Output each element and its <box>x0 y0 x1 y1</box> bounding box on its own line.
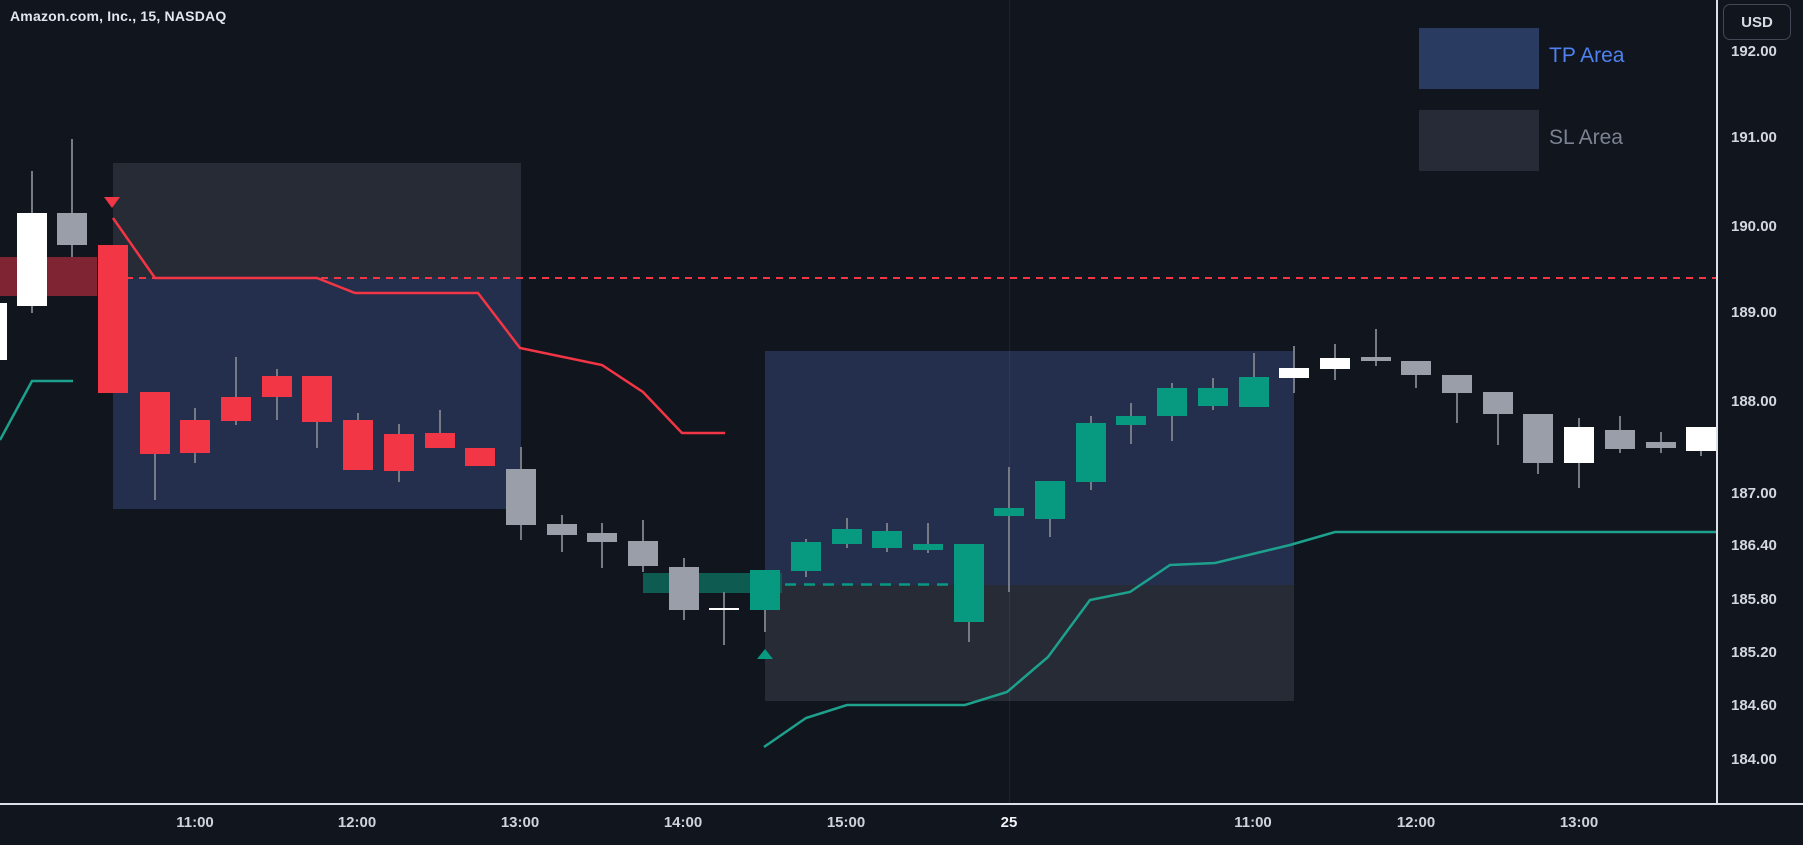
time-tick-date-label: 25 <box>1000 814 1018 831</box>
candle-red <box>383 434 414 471</box>
price-axis[interactable]: USD 192.00 191.00 190.00 189.00 188.00 187.00… <box>1716 0 1803 803</box>
candle-wick <box>1008 467 1011 592</box>
sl-area-label: SL Area <box>1549 126 1623 149</box>
price-tick-label: 188.00 <box>1731 393 1777 410</box>
trend-line-short <box>111 217 725 435</box>
time-tick-label: 12:00 <box>1396 814 1436 831</box>
candle-teal <box>750 570 781 610</box>
time-axis[interactable]: 11:00 12:00 13:00 14:00 15:00 25 11:00 12:00 13:… <box>0 803 1803 845</box>
candle-gray <box>587 533 618 542</box>
time-tick-label: 11:00 <box>176 814 214 831</box>
candle-wick <box>438 410 441 448</box>
time-tick-label: 13:00 <box>1559 814 1599 831</box>
candle-wick <box>1496 392 1499 445</box>
candle-white <box>1319 358 1350 369</box>
session-divider <box>1009 0 1010 803</box>
candle-red <box>465 448 496 466</box>
symbol-title: Amazon.com, Inc., 15, NASDAQ <box>10 8 227 24</box>
candle-gray <box>1523 414 1554 463</box>
candle-teal <box>953 544 984 622</box>
sl-area-swatch-icon <box>1419 110 1539 171</box>
candle-white <box>1686 427 1717 451</box>
candle-teal <box>912 544 943 550</box>
candle-teal <box>994 508 1025 516</box>
triangle-down-icon <box>104 197 120 208</box>
price-tick-label: 185.80 <box>1731 591 1777 608</box>
candle-gray <box>505 469 536 525</box>
short-sl-area-box <box>113 163 521 278</box>
candle-white <box>709 608 740 610</box>
price-tick-label: 190.00 <box>1731 218 1777 235</box>
candle-gray <box>1401 361 1432 375</box>
candle-red <box>221 397 251 421</box>
candle-red <box>180 420 211 453</box>
candle-gray <box>1360 357 1391 361</box>
time-tick-label: 14:00 <box>663 814 703 831</box>
price-tick-label: 186.40 <box>1731 537 1777 554</box>
candle-white <box>0 303 7 360</box>
time-tick-label: 11:00 <box>1234 814 1272 831</box>
candle-teal <box>1238 377 1269 407</box>
candle-wick <box>723 592 726 645</box>
price-tick-label: 184.00 <box>1731 751 1777 768</box>
time-tick-label: 15:00 <box>826 814 866 831</box>
candle-teal <box>1116 416 1147 425</box>
candle-gray <box>1645 442 1676 448</box>
price-tick-label: 184.60 <box>1731 697 1777 714</box>
candle-teal <box>831 529 862 544</box>
time-tick-label: 13:00 <box>500 814 540 831</box>
tp-area-swatch-icon <box>1419 28 1539 89</box>
candle-gray <box>1482 392 1513 414</box>
price-tick-label: 192.00 <box>1731 43 1777 60</box>
candle-wick <box>601 523 604 568</box>
candle-wick <box>1456 375 1458 423</box>
candle-wick <box>1374 329 1377 366</box>
chart-canvas[interactable] <box>0 0 1717 803</box>
candle-gray <box>546 524 577 535</box>
trend-line-up-prev <box>0 379 73 441</box>
candle-red <box>302 376 333 422</box>
long-sl-area-box <box>765 584 1294 701</box>
short-entry-zone-band <box>0 257 97 296</box>
candle-wick <box>71 139 74 257</box>
candle-red <box>139 392 170 454</box>
price-tick-label: 189.00 <box>1731 304 1777 321</box>
candle-wick <box>926 523 929 553</box>
candle-white <box>1564 427 1595 463</box>
price-tick-label: 191.00 <box>1731 129 1777 146</box>
tp-area-label: TP Area <box>1549 44 1625 67</box>
candle-gray <box>668 567 699 610</box>
time-tick-label: 12:00 <box>337 814 377 831</box>
candle-gray <box>1442 375 1472 393</box>
indicator-lines-overlay <box>0 197 1716 749</box>
candle-teal <box>1157 388 1188 416</box>
candle-wick <box>235 357 237 425</box>
candle-teal <box>872 531 903 548</box>
candle-red <box>424 433 455 448</box>
candle-red <box>98 245 128 393</box>
candle-gray <box>1604 430 1635 449</box>
price-tick-label: 185.20 <box>1731 644 1777 661</box>
candle-gray <box>57 213 88 245</box>
candle-teal <box>790 542 821 571</box>
candle-white <box>1279 368 1310 378</box>
currency-button[interactable]: USD <box>1723 4 1791 40</box>
candle-red <box>261 376 292 397</box>
trend-line-up <box>763 530 1716 749</box>
candle-teal <box>1197 388 1228 406</box>
candle-gray <box>628 541 658 566</box>
triangle-up-icon <box>757 649 773 659</box>
price-tick-label: 187.00 <box>1731 485 1777 502</box>
candle-white <box>16 213 47 306</box>
candle-red <box>343 420 374 470</box>
candle-teal <box>1075 423 1106 482</box>
candle-teal <box>1035 481 1065 519</box>
